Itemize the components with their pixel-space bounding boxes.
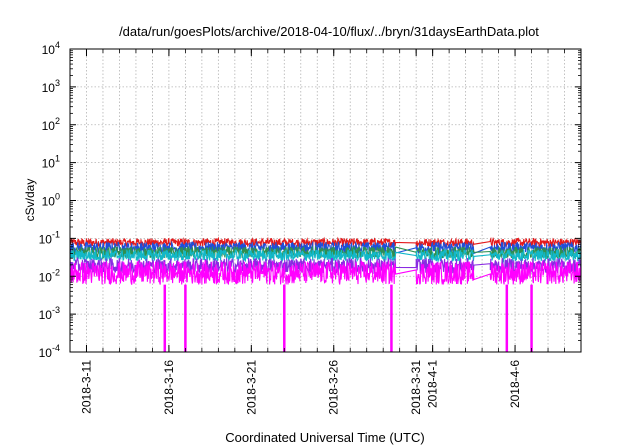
x-axis-label: Coordinated Universal Time (UTC) <box>225 430 424 445</box>
x-tick-label: 2018-3-26 <box>327 360 341 415</box>
series-4-line <box>69 248 582 263</box>
y-tick-label: 10-3 <box>39 305 60 322</box>
y-tick-layer: 10-4 10-3 10-2 10-1 100 101 102 103 104 <box>39 40 581 360</box>
data-layer <box>69 236 582 352</box>
y-tick-label: 10-4 <box>39 343 60 360</box>
y-tick-label: 102 <box>42 116 60 133</box>
x-tick-label: 2018-3-16 <box>162 360 176 415</box>
y-tick-label: 101 <box>42 154 60 171</box>
x-tick-label: 2018-3-21 <box>244 360 258 415</box>
x-tick-label: 2018-4-6 <box>508 360 522 408</box>
x-tick-layer: 2018-3-11 2018-3-16 2018-3-21 2018-3-26 2018… <box>69 49 582 415</box>
grid-layer <box>69 48 582 353</box>
chart-title: /data/run/goesPlots/archive/2018-04-10/f… <box>119 24 539 39</box>
x-tick-label: 2018-4-1 <box>426 360 440 408</box>
y-axis-label: cSv/day <box>23 179 37 222</box>
y-tick-label: 100 <box>42 192 60 209</box>
y-tick-label: 103 <box>42 78 60 95</box>
y-tick-label: 104 <box>42 40 60 57</box>
series-6-line <box>69 259 582 286</box>
x-tick-label: 2018-3-31 <box>409 360 423 415</box>
y-tick-label: 10-1 <box>39 229 60 246</box>
y-tick-label: 10-2 <box>39 267 60 284</box>
x-tick-label: 2018-3-11 <box>79 360 93 414</box>
